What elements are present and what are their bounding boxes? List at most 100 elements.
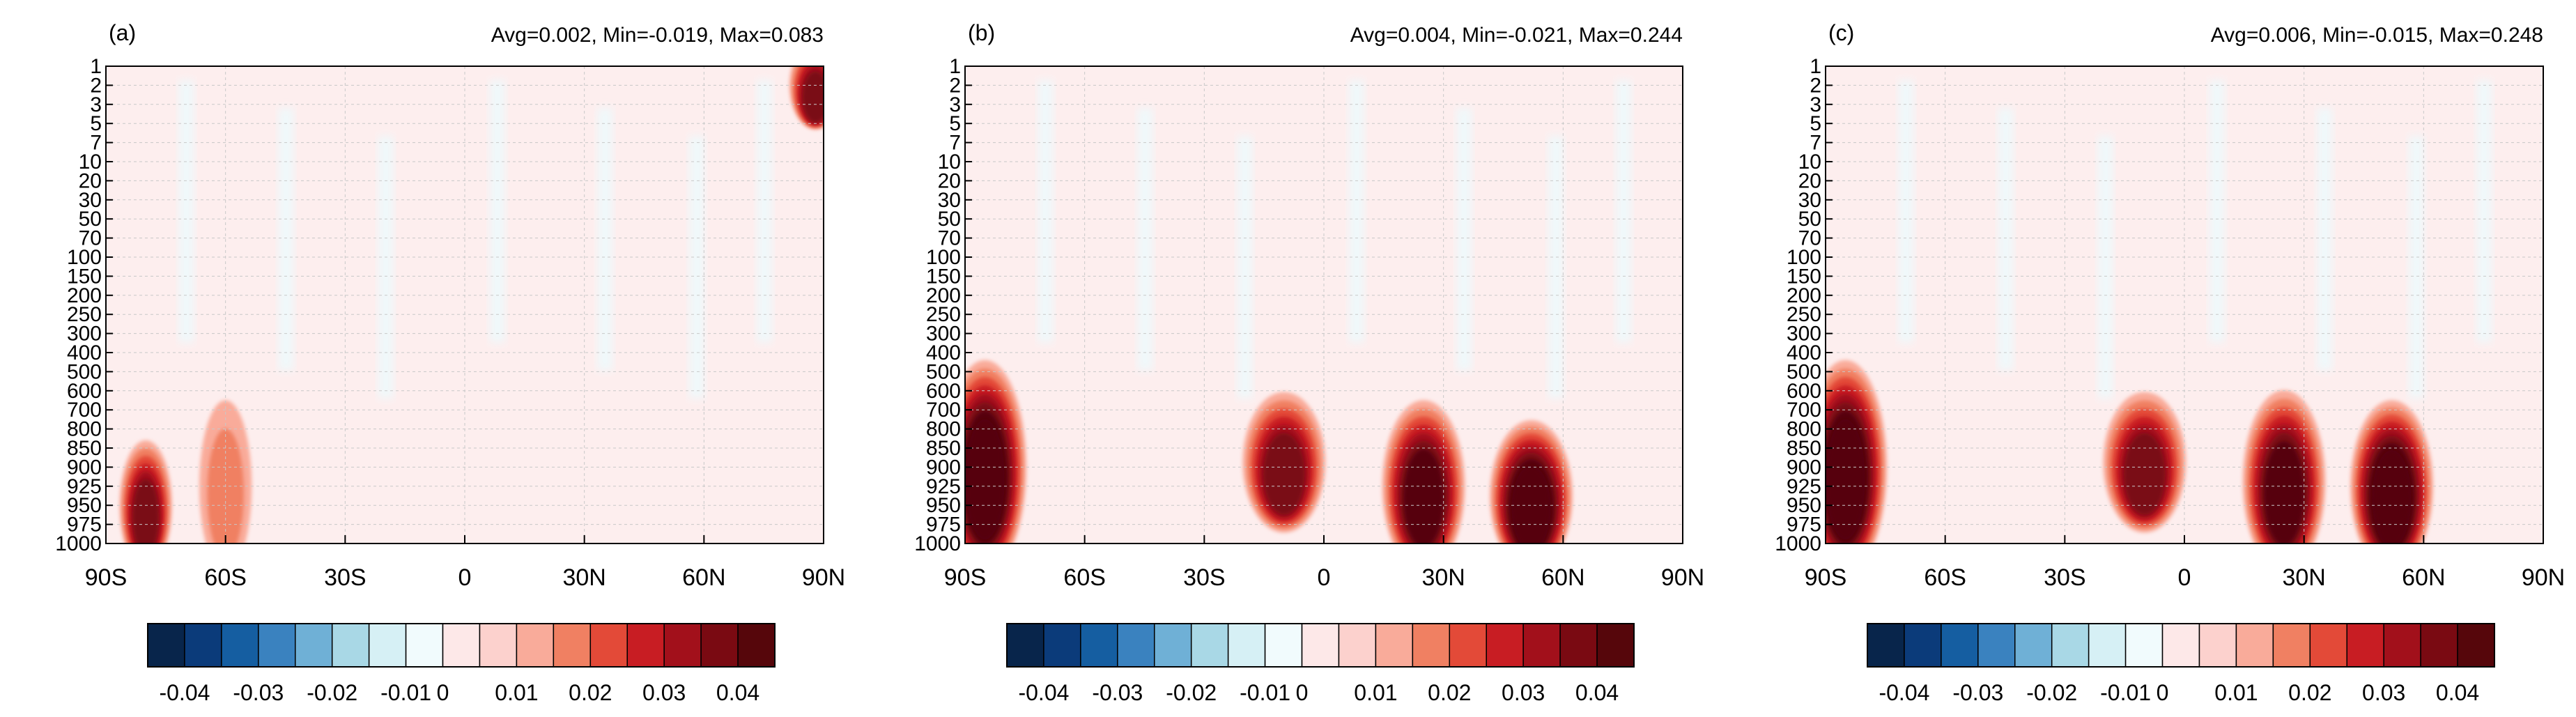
y-tick-label: 975 (1787, 514, 1821, 537)
panel-label: (a) (109, 20, 136, 45)
colorbar-swatch (1941, 623, 1979, 668)
x-tick-label: 90N (802, 564, 845, 591)
negative-streak (489, 80, 505, 343)
colorbar-label: 0.02 (569, 680, 612, 705)
y-tick-label: 30 (1798, 189, 1821, 212)
panel-c: 1235710203050701001502002503004005006007… (1775, 20, 2565, 705)
colorbar-label: -0.03 (233, 680, 284, 705)
negative-streak (597, 108, 613, 371)
colorbar-label: -0.01 (1240, 680, 1290, 705)
y-tick-label: 950 (67, 494, 102, 517)
y-tick-label: 3 (90, 93, 102, 116)
y-tick-label: 7 (1810, 132, 1821, 155)
y-tick-label: 20 (938, 169, 961, 192)
y-tick-label: 250 (67, 303, 102, 326)
y-tick-label: 950 (926, 494, 961, 517)
negative-streak (1456, 108, 1472, 371)
colorbar-swatch (589, 623, 628, 668)
colorbar-label: -0.04 (1879, 680, 1929, 705)
y-tick-label: 10 (1798, 151, 1821, 174)
y-tick-label: 30 (79, 189, 102, 212)
negative-streak (1348, 80, 1364, 343)
y-tick-label: 10 (938, 151, 961, 174)
y-tick-label: 50 (79, 208, 102, 231)
colorbar-swatch (2198, 623, 2237, 668)
x-tick-label: 90N (2522, 564, 2565, 591)
y-tick-label: 850 (1787, 437, 1821, 460)
negative-streak (1237, 136, 1253, 399)
x-tick-label: 90S (944, 564, 987, 591)
colorbar-swatch (2383, 623, 2421, 668)
colorbar-label: -0.01 (380, 680, 431, 705)
y-tick-label: 400 (1787, 341, 1821, 364)
colorbar-swatch (2272, 623, 2311, 668)
colorbar-swatch (2161, 623, 2200, 668)
colorbar-swatch (1522, 623, 1561, 668)
colorbar-label: 0.03 (642, 680, 686, 705)
x-tick-label: 30N (562, 564, 606, 591)
y-tick-label: 200 (1787, 284, 1821, 307)
y-tick-label: 250 (1787, 303, 1821, 326)
colorbar-swatch (1904, 623, 1942, 668)
y-tick-label: 7 (90, 132, 102, 155)
y-tick-label: 600 (67, 380, 102, 403)
y-tick-label: 975 (926, 514, 961, 537)
y-tick-label: 150 (67, 265, 102, 288)
colorbar-label: 0 (2157, 680, 2169, 705)
negative-streak (1898, 80, 1914, 343)
colorbar-swatch (295, 623, 333, 668)
panel-stats: Avg=0.006, Min=-0.015, Max=0.248 (2211, 24, 2543, 47)
negative-streak (378, 136, 394, 399)
colorbar-label: 0.03 (2362, 680, 2405, 705)
negative-streak (1548, 136, 1564, 399)
panel-b: 1235710203050701001502002503004005006007… (914, 20, 1704, 705)
y-tick-label: 925 (926, 475, 961, 498)
y-tick-label: 5 (90, 112, 102, 135)
y-tick-label: 925 (1787, 475, 1821, 498)
colorbar-label: 0.02 (1428, 680, 1471, 705)
x-tick-label: 0 (2178, 564, 2191, 591)
colorbar-swatch (258, 623, 296, 668)
colorbar-label: 0.04 (716, 680, 759, 705)
y-tick-label: 850 (67, 437, 102, 460)
contour-blob (802, 71, 824, 123)
panel-label: (c) (1828, 20, 1854, 45)
colorbar-label: 0.03 (1502, 680, 1545, 705)
x-tick-label: 0 (1318, 564, 1331, 591)
y-tick-label: 900 (926, 456, 961, 479)
colorbar-swatch (1867, 623, 1905, 668)
x-tick-label: 60N (1541, 564, 1584, 591)
y-tick-label: 5 (949, 112, 961, 135)
contour-blob (965, 419, 1005, 540)
colorbar-swatch (1559, 623, 1598, 668)
colorbar-swatch (1227, 623, 1266, 668)
negative-streak (2209, 80, 2225, 343)
x-tick-label: 0 (458, 564, 472, 591)
colorbar-swatch (516, 623, 555, 668)
y-tick-label: 20 (1798, 169, 1821, 192)
y-tick-label: 3 (949, 93, 961, 116)
contour-blob (1511, 465, 1551, 543)
x-tick-label: 30S (2044, 564, 2086, 591)
colorbar-label: 0.04 (1575, 680, 1619, 705)
colorbar-label: 0 (1296, 680, 1309, 705)
y-tick-label: 850 (926, 437, 961, 460)
colorbar-swatch (368, 623, 407, 668)
negative-streak (1137, 108, 1153, 371)
negative-streak (2476, 80, 2492, 343)
x-tick-label: 30N (2282, 564, 2325, 591)
colorbar-swatch (2309, 623, 2347, 668)
negative-streak (2097, 136, 2113, 399)
negative-streak (178, 80, 194, 343)
y-tick-label: 400 (926, 341, 961, 364)
x-tick-label: 30S (1183, 564, 1226, 591)
colorbar-label: -0.03 (1092, 680, 1143, 705)
contour-blob (1403, 449, 1444, 543)
y-tick-label: 925 (67, 475, 102, 498)
colorbar-swatch (2014, 623, 2053, 668)
y-tick-label: 200 (67, 284, 102, 307)
y-tick-label: 900 (67, 456, 102, 479)
colorbar-swatch (2235, 623, 2274, 668)
y-tick-label: 300 (1787, 323, 1821, 346)
colorbar-swatch (1117, 623, 1155, 668)
